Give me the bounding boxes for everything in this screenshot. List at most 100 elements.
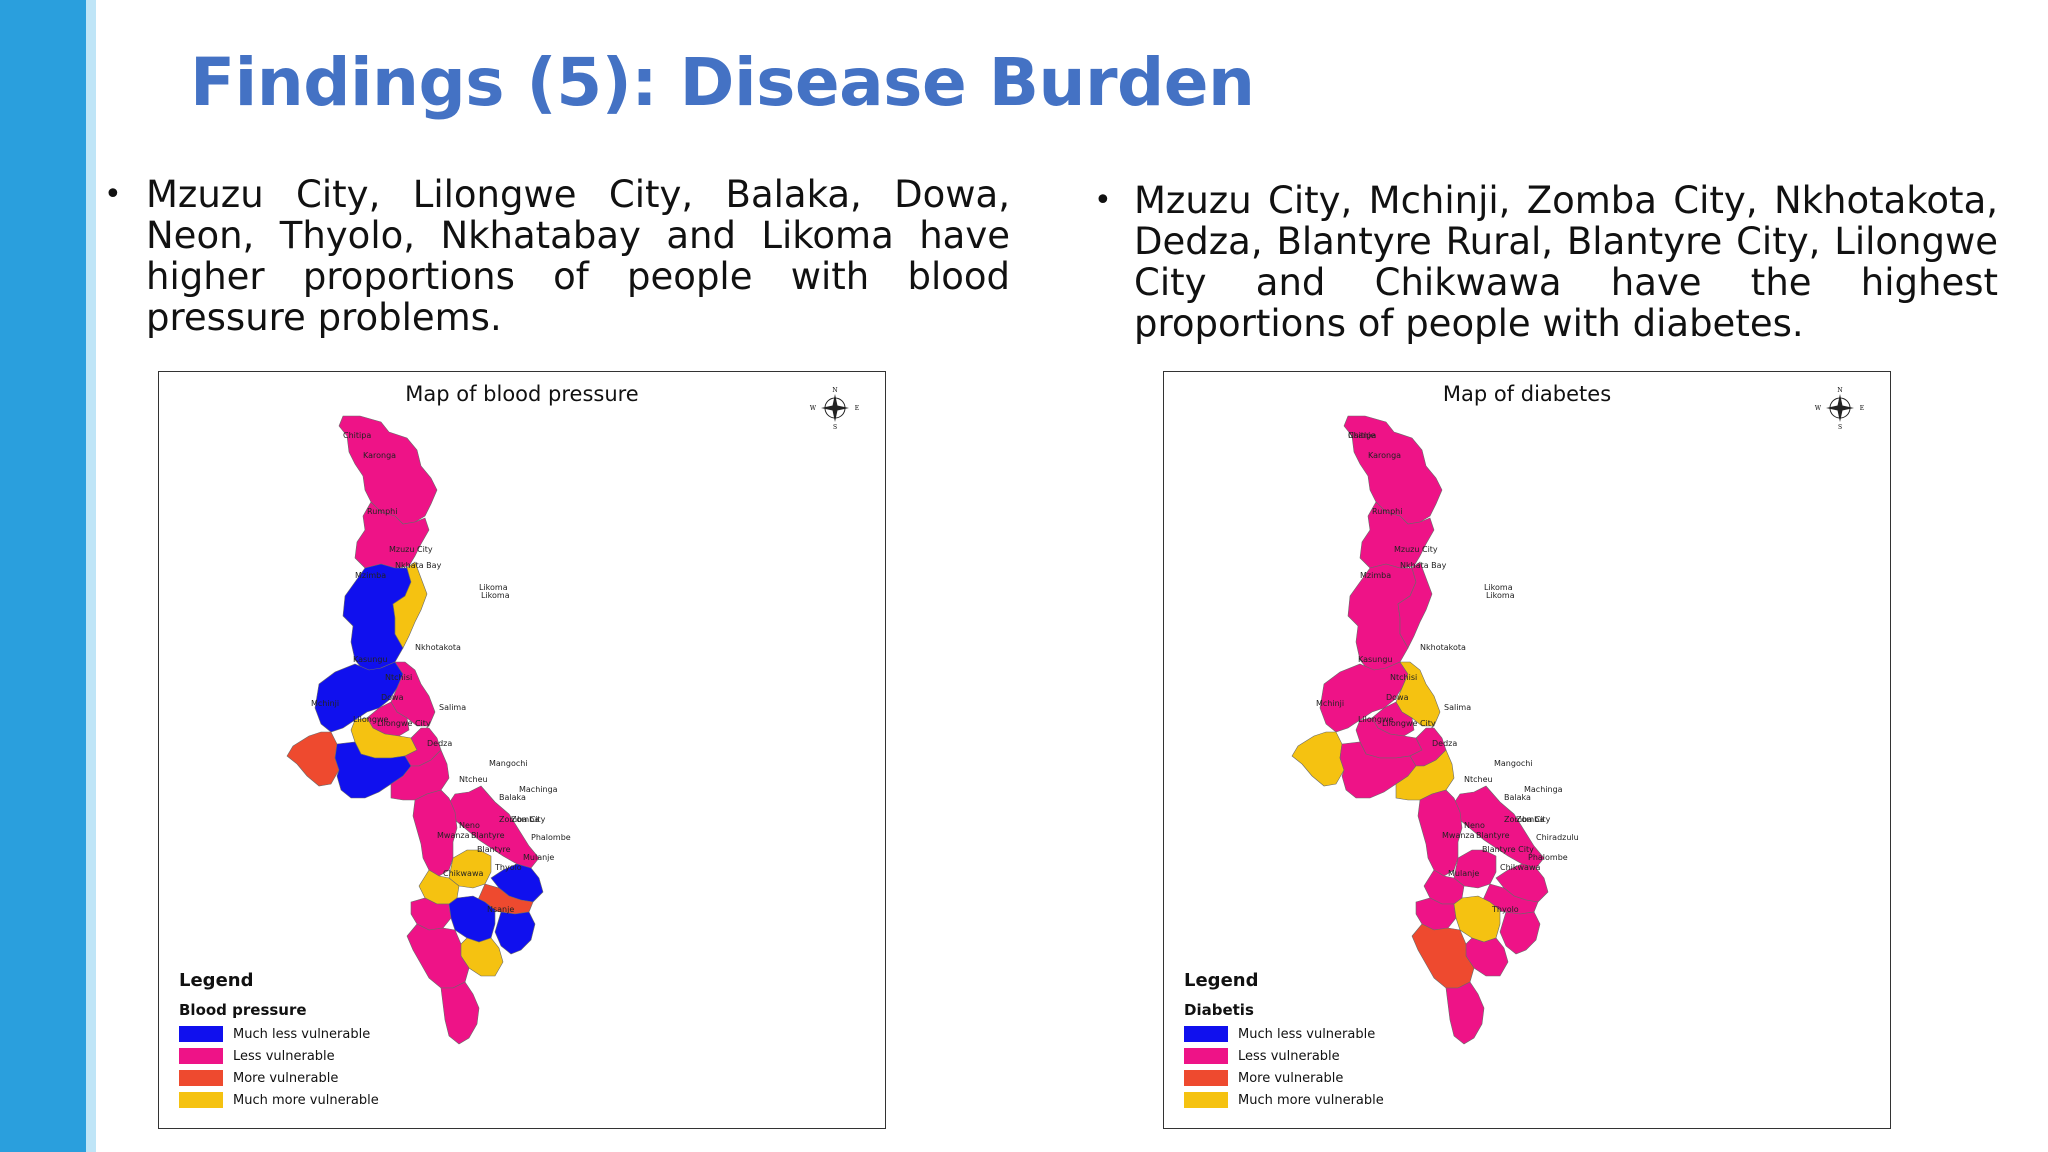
place-label: Ntchisi [385,673,412,682]
legend-swatch [179,1048,223,1064]
bullet-text-blood-pressure: Mzuzu City, Lilongwe City, Balaka, Dowa,… [146,173,1010,339]
legend-label: More vulnerable [1238,1070,1344,1086]
district-phalombe [494,911,536,955]
legend-label: Much more vulnerable [233,1092,379,1108]
place-label: Nkhotakota [1420,643,1466,652]
compass-n: N [832,387,837,394]
district-nkhatabay [1397,561,1433,649]
place-label: Ntchisi [1390,673,1417,682]
place-label: Rumphi [1372,507,1402,516]
place-label: Chikwawa [443,869,484,878]
place-label: Machinga [1524,785,1563,794]
place-label: Thyolo [494,863,522,872]
place-label: Mangochi [489,759,528,768]
legend-label: More vulnerable [233,1070,339,1086]
left-accent-band [0,0,86,1152]
place-label: Zomba [1516,815,1544,824]
map-graphic: Chitipa Karonga Rumphi Mzuzu City Nkhata Bay… [1291,415,1579,1045]
district-nsanje [1445,981,1485,1045]
legend-subtitle: Diabetis [1184,1001,1254,1019]
place-label: Lilongwe City [1382,719,1436,728]
place-label: Likoma [1486,591,1515,600]
place-label: Thyolo [1491,905,1519,914]
district-phalombe [1499,911,1541,955]
place-label: Phalombe [1528,853,1568,862]
place-label: Mulanje [523,853,554,862]
district-chikwawa [1411,923,1475,989]
compass-w: W [810,405,817,412]
legend-swatch [1184,1092,1228,1108]
place-label: Lilongwe [353,715,388,724]
place-label: Mzimba [355,571,386,580]
place-label: Kasungu [353,655,387,664]
place-label: Blantyre [1476,831,1510,840]
place-label: Chitipa [343,431,371,440]
place-label: Chikwawa [1500,863,1541,872]
place-label: Mchinji [1316,699,1344,708]
compass-s: S [1838,424,1842,430]
district-chikwawa [406,923,470,989]
place-label: Dowa [1386,693,1409,702]
place-label: Rumphi [367,507,397,516]
district-kasungu [314,661,404,733]
legend-item: More vulnerable [179,1067,379,1089]
place-label: Nkhata Bay [1400,561,1447,570]
legend-label: Much more vulnerable [1238,1092,1384,1108]
district-kasungu [1319,661,1409,733]
place-label: Phalombe [531,833,571,842]
legend-swatch [179,1026,223,1042]
district-rumphi [1359,501,1435,569]
district-nkhotakota [1395,661,1441,727]
place-label: Mchinji [311,699,339,708]
place-label: Lilongwe City [377,719,431,728]
legend-heading: Legend [1184,970,1259,991]
place-label: Blantyre City [1482,845,1534,854]
place-label: Ntcheu [1464,775,1493,784]
district-mchinji [1291,731,1345,787]
place-label: Blantyre [471,831,505,840]
district-nkhatabay [392,561,428,649]
place-label: Mzuzu City [1394,545,1438,554]
bullet-symbol: • [104,177,122,212]
place-label: Zomba [511,815,539,824]
legend-swatch [1184,1048,1228,1064]
legend-swatch [179,1092,223,1108]
place-label: Zomba City [499,815,546,824]
place-label: Dedza [1432,739,1457,748]
legend-label: Less vulnerable [233,1048,335,1064]
place-label: Lilongwe [1358,715,1393,724]
place-label: Zomba City [1504,815,1551,824]
district-blantyre [448,895,496,943]
legend-item: Much less vulnerable [179,1023,379,1045]
place-label: Balaka [1504,793,1531,802]
place-label: Mulanje [1448,869,1479,878]
legend-swatch [1184,1026,1228,1042]
legend-heading: Legend [179,970,254,991]
place-label: Neno [459,821,480,830]
place-label: Nsanje [487,905,514,914]
legend-label: Much less vulnerable [1238,1026,1376,1042]
place-label: Mwanza [437,831,470,840]
district-ntcheu [412,789,458,877]
place-label: Karonga [1368,451,1401,460]
slide-title: Findings (5): Disease Burden [190,44,1255,121]
place-label: Likoma [1484,583,1513,592]
legend-item: Less vulnerable [1184,1045,1384,1067]
place-label: Mwanza [1442,831,1475,840]
map-graphic: Chitipa Karonga Rumphi Mzuzu City Nkhata Bay… [286,415,571,1045]
place-label: Dedza [427,739,452,748]
place-label: Balaka [499,793,526,802]
legend-swatch [1184,1070,1228,1086]
compass-n: N [1837,387,1842,394]
compass-e: E [1860,405,1864,412]
place-label: Mangochi [1494,759,1533,768]
place-label: Nsanje [1348,431,1375,440]
legend-label: Less vulnerable [1238,1048,1340,1064]
place-label: Likoma [481,591,510,600]
compass-s: S [833,424,837,430]
place-label: Nkhotakota [415,643,461,652]
place-label: Ntcheu [459,775,488,784]
legend-label: Much less vulnerable [233,1026,371,1042]
legend-item: Much more vulnerable [179,1089,379,1111]
place-label: Blantyre [477,845,511,854]
